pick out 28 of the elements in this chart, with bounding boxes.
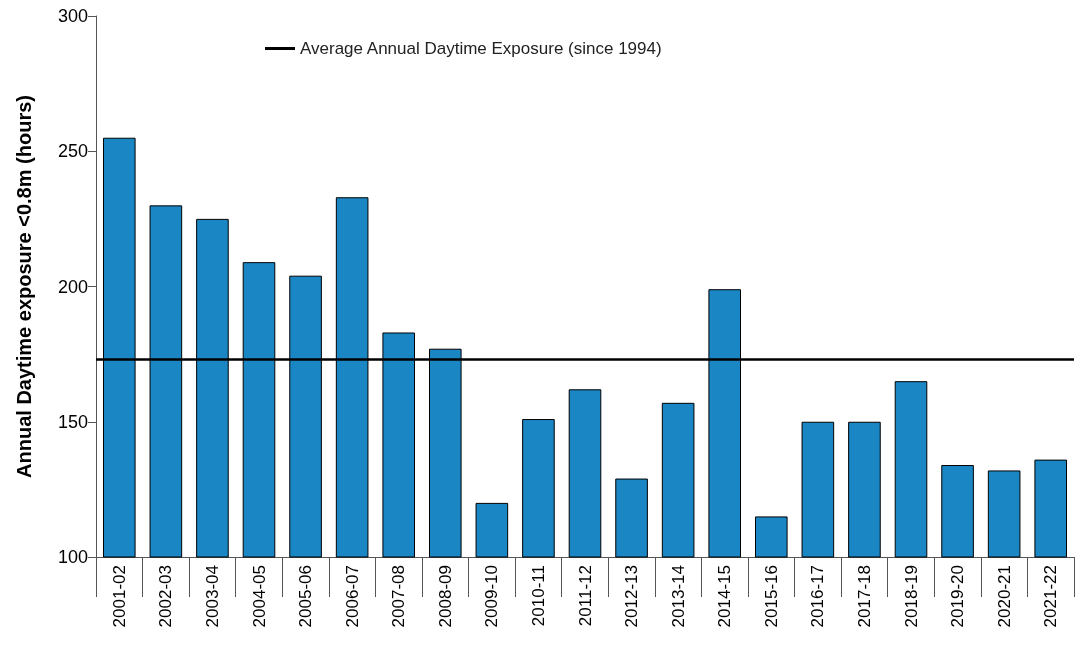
x-tick-label: 2011-12 [575,565,595,627]
x-tick-label: 2019-20 [948,565,968,628]
y-axis-title: Annual Daytime exposure <0.8m (hours) [13,95,35,478]
x-tick-label: 2010-11 [528,565,548,627]
x-tick-label: 2013-14 [668,565,688,628]
x-tick-label: 2014-15 [715,565,735,628]
x-tick-label: 2015-16 [761,565,781,628]
x-tick-label: 2006-07 [342,565,362,628]
x-tick-label: 2001-02 [109,565,129,628]
x-tick-label: 2007-08 [389,565,409,628]
y-tick-label: 200 [57,276,88,297]
x-tick-label: 2021-22 [1041,565,1061,628]
y-tick-label: 150 [57,411,88,432]
x-tick-label: 2018-19 [901,565,921,628]
x-tick-label: 2009-10 [482,565,502,628]
x-tick-label: 2004-05 [249,565,269,628]
y-tick-label: 250 [57,141,88,162]
x-tick-label: 2005-06 [296,565,316,628]
legend-label: Average Annual Daytime Exposure (since 1994) [300,39,662,58]
x-tick-label: 2008-09 [435,565,455,628]
y-tick-label: 100 [57,547,88,567]
x-tick-label: 2003-04 [202,565,222,628]
x-tick-label: 2012-13 [622,565,642,628]
x-tick-label: 2020-21 [994,565,1014,628]
x-tick-label: 2017-18 [854,565,874,628]
x-tick-label: 2016-17 [808,565,828,628]
y-tick-label: 300 [57,6,88,26]
x-tick-label: 2002-03 [156,565,176,628]
